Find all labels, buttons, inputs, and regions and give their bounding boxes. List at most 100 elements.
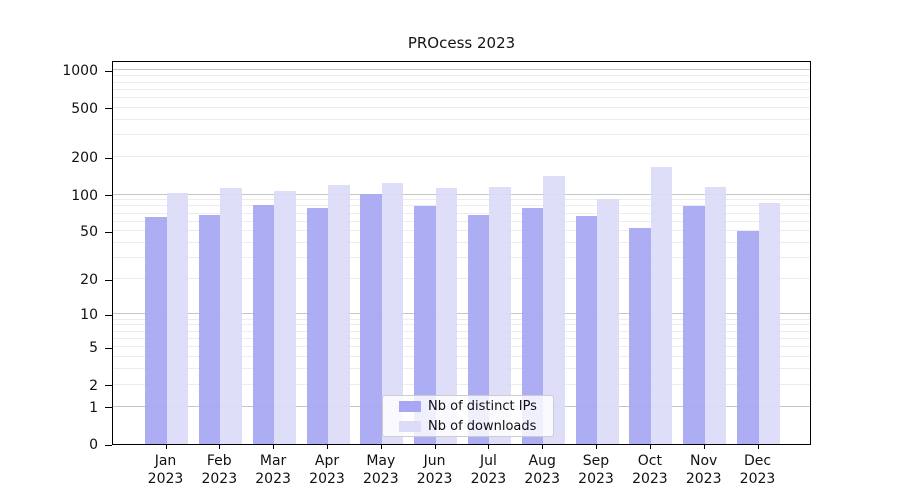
major-gridline: [113, 193, 810, 195]
minor-gridline: [113, 242, 810, 244]
bar-dec-downloads: [758, 202, 780, 444]
minor-gridline: [113, 75, 810, 77]
x-tick-mark: [380, 445, 382, 449]
bar-aug-downloads: [543, 176, 565, 444]
bar-jul-downloads: [489, 186, 511, 444]
x-tick-mark: [219, 445, 221, 449]
y-tick-mark: [105, 347, 112, 349]
minor-gridline: [113, 220, 810, 222]
x-tick-label-sep: Sep 2023: [564, 452, 628, 488]
x-tick-mark: [488, 445, 490, 449]
legend-row: Nb of distinct IPs: [399, 396, 553, 416]
minor-gridline: [113, 257, 810, 259]
bar-apr-ips: [306, 208, 328, 444]
minor-gridline: [113, 337, 810, 339]
bar-sep-downloads: [597, 198, 619, 444]
x-tick-year: 2023: [201, 471, 238, 487]
minor-gridline: [113, 278, 810, 280]
x-tick-mark: [757, 445, 759, 449]
chart-title: PROcess 2023: [407, 34, 516, 52]
minor-gridline: [113, 199, 810, 201]
y-tick-label: 1000: [62, 63, 98, 80]
x-tick-label-oct: Oct 2023: [618, 452, 682, 488]
x-tick-label-jan: Jan 2023: [134, 452, 198, 488]
legend-label: Nb of distinct IPs: [428, 398, 537, 414]
legend-swatch: [399, 420, 421, 432]
x-tick-month: Nov: [690, 453, 718, 469]
x-tick-label-dec: Dec 2023: [726, 452, 790, 488]
bar-sep-ips: [575, 215, 597, 444]
bar-oct-downloads: [650, 166, 673, 444]
x-tick-mark: [649, 445, 651, 449]
x-tick-month: Jun: [423, 453, 446, 469]
x-tick-month: Mar: [259, 453, 287, 469]
x-tick-mark: [542, 445, 544, 449]
bar-nov-downloads: [704, 187, 727, 444]
minor-gridline: [113, 156, 810, 158]
legend-swatch: [399, 400, 421, 412]
minor-gridline: [113, 230, 810, 232]
x-tick-label-mar: Mar 2023: [241, 452, 305, 488]
minor-gridline: [113, 212, 810, 214]
x-tick-label-feb: Feb 2023: [187, 452, 251, 488]
plot-area: Nb of distinct IPs Nb of downloads: [112, 61, 811, 445]
x-tick-year: 2023: [147, 471, 184, 487]
x-tick-label-jun: Jun 2023: [403, 452, 467, 488]
x-tick-label-jul: Jul 2023: [456, 452, 520, 488]
x-tick-month: Oct: [637, 453, 662, 469]
y-tick-label: 1: [89, 399, 98, 416]
bar-mar-downloads: [274, 190, 296, 444]
x-tick-month: Jan: [154, 453, 177, 469]
y-tick-mark: [105, 444, 112, 446]
minor-gridline: [113, 368, 810, 369]
y-tick-label: 10: [80, 307, 98, 324]
x-tick-mark: [165, 445, 167, 449]
y-tick-mark: [105, 195, 112, 196]
x-tick-mark: [703, 445, 705, 449]
major-gridline: [113, 69, 810, 71]
x-tick-mark: [327, 445, 328, 449]
legend-label: Nb of downloads: [428, 418, 537, 434]
x-tick-month: Feb: [206, 453, 232, 469]
y-tick-mark: [105, 385, 112, 387]
x-tick-year: 2023: [632, 471, 668, 487]
y-tick-mark: [105, 407, 112, 408]
y-tick-label: 100: [71, 187, 98, 204]
minor-gridline: [113, 88, 810, 90]
legend: Nb of distinct IPs Nb of downloads: [382, 395, 554, 437]
x-tick-mark: [434, 445, 436, 449]
x-tick-month: Sep: [582, 453, 610, 469]
x-tick-month: Aug: [528, 453, 556, 469]
bar-jun-downloads: [435, 187, 458, 444]
bar-aug-ips: [521, 208, 544, 444]
y-tick-mark: [105, 70, 112, 72]
x-tick-month: May: [366, 453, 396, 469]
bar-apr-downloads: [328, 185, 350, 444]
major-gridline: [113, 313, 810, 315]
minor-gridline: [113, 118, 810, 120]
y-tick-label: 5: [89, 340, 98, 357]
minor-gridline: [113, 330, 810, 332]
y-tick-label: 500: [71, 100, 98, 117]
x-tick-year: 2023: [362, 471, 399, 487]
x-tick-year: 2023: [578, 471, 614, 487]
bar-oct-ips: [629, 228, 651, 444]
minor-gridline: [113, 97, 810, 98]
bar-may-ips: [360, 193, 382, 444]
minor-gridline: [113, 318, 810, 320]
x-tick-month: Dec: [743, 453, 772, 469]
legend-row: Nb of downloads: [399, 416, 553, 436]
bar-nov-ips: [683, 206, 705, 444]
x-tick-label-aug: Aug 2023: [510, 452, 574, 488]
bar-dec-ips: [737, 231, 759, 444]
x-tick-year: 2023: [524, 471, 560, 487]
bar-may-downloads: [381, 182, 404, 444]
bar-jan-ips: [145, 216, 167, 444]
y-tick-mark: [105, 108, 112, 110]
minor-gridline: [113, 346, 810, 348]
y-tick-mark: [105, 279, 112, 281]
x-tick-year: 2023: [470, 471, 507, 487]
bar-jun-ips: [414, 206, 436, 444]
y-tick-mark: [105, 314, 112, 316]
